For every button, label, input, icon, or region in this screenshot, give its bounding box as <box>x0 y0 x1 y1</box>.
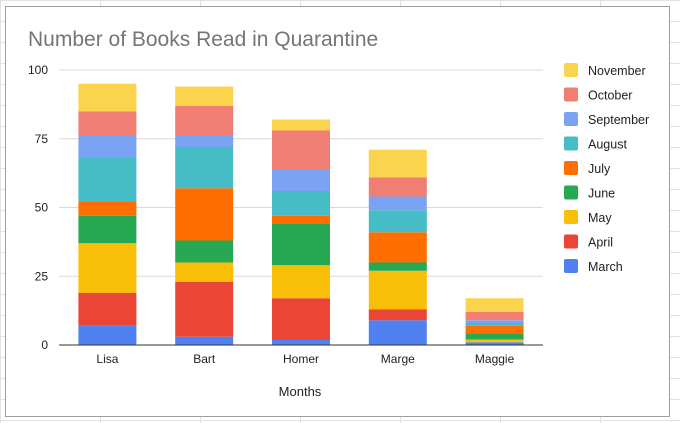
y-tick-label: 50 <box>35 201 49 215</box>
bar-segment-september <box>465 320 524 323</box>
legend-label: July <box>588 162 611 176</box>
bar-segment-november <box>78 83 137 112</box>
bar-segment-august <box>465 323 524 326</box>
bar-segment-july <box>368 232 427 263</box>
bar-segment-august <box>368 210 427 233</box>
legend-label: June <box>588 187 615 201</box>
bar-segment-october <box>465 312 524 321</box>
legend-swatch <box>564 210 578 224</box>
bar-segment-november <box>175 86 234 106</box>
legend-swatch <box>564 185 578 200</box>
bar-segment-march <box>272 339 330 345</box>
y-tick-label: 100 <box>28 63 48 77</box>
bar-segment-march <box>175 336 234 345</box>
legend-label: August <box>588 138 627 152</box>
bar-segment-may <box>465 339 524 343</box>
bar-segment-may <box>272 265 330 299</box>
legend-label: April <box>588 236 613 250</box>
bar-segment-november <box>368 149 427 178</box>
y-tick-label: 0 <box>41 338 48 352</box>
legend-swatch <box>564 259 578 273</box>
bar-segment-november <box>465 298 524 312</box>
bar-segment-october <box>368 177 427 197</box>
bar-segment-june <box>272 224 330 266</box>
bar-segment-september <box>78 136 137 158</box>
legend-swatch <box>564 234 578 249</box>
bar-segment-october <box>272 130 330 169</box>
bar-segment-september <box>272 169 330 191</box>
chart-title: Number of Books Read in Quarantine <box>28 28 378 51</box>
bar-segment-october <box>175 105 234 136</box>
bar-segment-june <box>78 215 137 244</box>
bar-segment-october <box>78 111 137 136</box>
x-tick-label: Homer <box>283 352 319 366</box>
bar-segment-september <box>175 136 234 147</box>
bar-segment-june <box>175 240 234 263</box>
bar-segment-may <box>368 270 427 310</box>
bar-segment-march <box>465 342 524 345</box>
bar-segment-april <box>78 292 137 326</box>
bar-segment-august <box>175 147 234 189</box>
bar-segment-august <box>78 158 137 202</box>
x-tick-label: Bart <box>193 352 216 366</box>
legend-swatch <box>564 63 578 77</box>
legend-label: October <box>588 89 632 103</box>
legend-label: May <box>588 211 612 225</box>
legend-swatch <box>564 136 578 151</box>
bar-segment-june <box>368 262 427 271</box>
legend-swatch <box>564 161 578 175</box>
bar-segment-june <box>465 334 524 340</box>
stacked-bar-chart: Number of Books Read in Quarantine Month… <box>28 28 649 399</box>
bar-segment-september <box>368 196 427 211</box>
x-tick-label: Lisa <box>96 352 118 366</box>
bar-segment-july <box>78 202 137 216</box>
legend-label: November <box>588 64 646 78</box>
bar-segment-august <box>272 191 330 216</box>
bar-segment-march <box>78 325 137 345</box>
bar-segment-april <box>175 281 234 337</box>
legend-label: March <box>588 260 623 274</box>
legend-label: September <box>588 113 649 127</box>
y-tick-label: 25 <box>35 269 49 283</box>
x-axis-label: Months <box>279 384 322 399</box>
legend-swatch <box>564 87 578 102</box>
bar-segment-april <box>272 298 330 340</box>
bar-segment-july <box>175 188 234 241</box>
chart-container[interactable]: Number of Books Read in Quarantine Month… <box>5 6 670 417</box>
x-tick-label: Maggie <box>475 352 515 366</box>
x-tick-label: Marge <box>381 352 415 366</box>
bar-segment-july <box>272 215 330 224</box>
bar-segment-march <box>368 320 427 345</box>
bar-segment-april <box>368 309 427 321</box>
bar-segment-may <box>78 243 137 293</box>
legend-swatch <box>564 112 578 126</box>
y-tick-label: 75 <box>35 132 49 146</box>
bar-segment-may <box>175 262 234 282</box>
bar-segment-november <box>272 119 330 131</box>
bar-segment-july <box>465 325 524 334</box>
